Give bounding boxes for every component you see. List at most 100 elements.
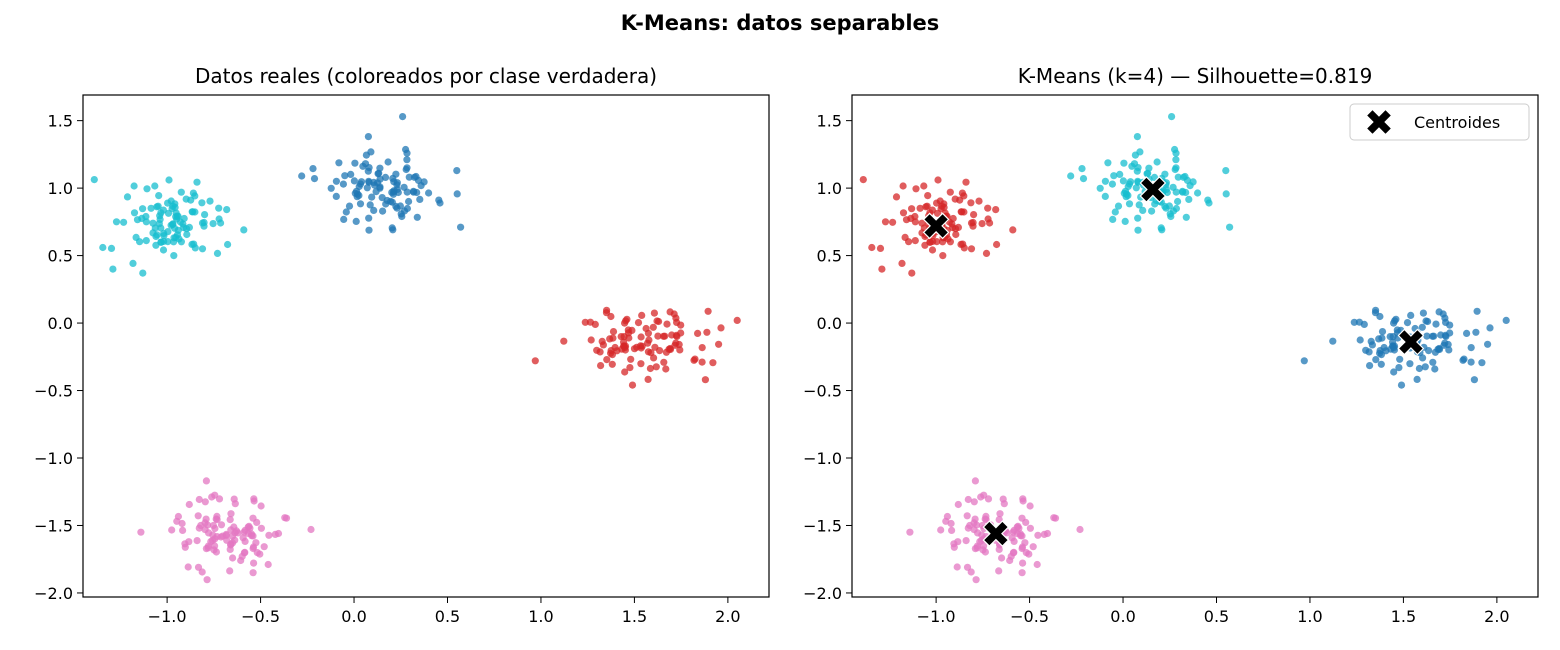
scatter-point-cyan (123, 193, 132, 201)
scatter-point-red (586, 318, 595, 326)
scatter-point-red (607, 349, 615, 357)
legend: Centroides (1349, 103, 1530, 141)
y-tick-label: 0.0 (48, 314, 73, 333)
scatter-point-blue (1419, 309, 1427, 317)
scatter-point-cyan (136, 238, 144, 246)
scatter-point-blue (356, 180, 365, 188)
scatter-point-blue (1486, 324, 1494, 332)
scatter-point-cyan (112, 218, 121, 226)
scatter-point-red (621, 368, 629, 376)
scatter-point-pink (211, 524, 219, 533)
scatter-point-cyan (198, 245, 207, 253)
scatter-point-blue (367, 148, 375, 156)
plot-frame (82, 94, 770, 598)
scatter-point-cyan (1139, 206, 1147, 214)
x-tick-label: 1.5 (622, 607, 647, 626)
y-tick-label: 1.0 (817, 179, 842, 198)
scatter-point-red (698, 344, 706, 352)
scatter-point-blue (1406, 360, 1414, 368)
scatter-point-cyan (164, 228, 172, 236)
scatter-point-pink (174, 512, 182, 521)
scatter-point-cyan (1172, 149, 1180, 157)
scatter-point-blue (298, 172, 306, 180)
scatter-point-red (663, 320, 671, 328)
scatter-point-cyan (1222, 167, 1230, 175)
scatter-point-cyan (130, 209, 139, 217)
scatter-point-red (878, 265, 886, 273)
scatter-point-blue (1421, 363, 1429, 371)
scatter-point-blue (1467, 358, 1475, 366)
scatter-point-blue (1392, 315, 1400, 323)
scatter-point-red (933, 238, 941, 246)
scatter-point-pink (231, 536, 239, 544)
scatter-point-blue (1470, 376, 1478, 384)
scatter-point-pink (178, 519, 186, 528)
scatter-point-blue (376, 175, 384, 183)
scatter-point-cyan (169, 220, 177, 228)
scatter-point-blue (359, 162, 367, 170)
scatter-point-pink (1043, 529, 1052, 538)
panel-title: K-Means (k=4) — Silhouette=0.819 (1018, 64, 1373, 88)
scatter-point-blue (1362, 346, 1370, 354)
scatter-point-blue (1445, 346, 1453, 354)
scatter-point-cyan (147, 204, 155, 212)
x-tick-label: 1.5 (1391, 607, 1416, 626)
scatter-point-cyan (1174, 173, 1182, 181)
scatter-point-blue (1437, 331, 1445, 339)
scatter-point-red (922, 203, 930, 211)
scatter-point-blue (341, 172, 349, 180)
scatter-point-red (908, 269, 916, 277)
scatter-point-cyan (142, 237, 150, 245)
scatter-point-red (928, 246, 937, 254)
scatter-point-pink (231, 500, 239, 508)
scatter-point-cyan (139, 269, 147, 277)
scatter-point-red (654, 332, 662, 340)
scatter-point-cyan (130, 182, 138, 190)
scatter-point-red (677, 321, 685, 329)
scatter-point-pink (1029, 543, 1037, 551)
scatter-point-cyan (223, 206, 231, 214)
scatter-point-pink (982, 512, 990, 521)
y-axis-ticks: −2.0 −1.5 −1.0 −0.5 0.0 0.5 1.0 1.5 (34, 112, 83, 603)
scatter-point-pink (213, 512, 221, 521)
scatter-point-red (969, 222, 977, 230)
scatter-point-blue (413, 213, 421, 221)
scatter-point-red (609, 328, 618, 336)
scatter-point-blue (366, 201, 374, 209)
scatter-point-red (668, 331, 676, 339)
scatter-point-blue (1356, 336, 1364, 344)
scatter-point-pink (995, 545, 1003, 554)
scatter-point-cyan (1179, 188, 1187, 196)
scatter-point-red (918, 219, 926, 227)
scatter-point-blue (310, 175, 319, 183)
scatter-point-cyan (1204, 196, 1212, 204)
y-axis-ticks: −2.0 −1.5 −1.0 −0.5 0.0 0.5 1.0 1.5 (803, 112, 852, 603)
scatter-point-blue (365, 226, 373, 234)
scatter-point-pink (249, 569, 257, 577)
x-axis-ticks: −1.0 −0.5 0.0 0.5 1.0 1.5 2.0 (917, 597, 1510, 626)
scatter-point-cyan (1165, 202, 1173, 210)
scatter-point-pink (998, 554, 1006, 562)
scatter-point-cyan (1108, 180, 1116, 188)
scatter-point-pink (227, 510, 235, 518)
scatter-point-blue (1355, 318, 1363, 326)
scatter-point-red (698, 358, 706, 366)
scatter-point-red (967, 199, 975, 207)
scatter-point-blue (1446, 329, 1454, 337)
scatter-point-blue (435, 196, 443, 204)
scatter-point-blue (1502, 316, 1510, 324)
scatter-point-cyan (215, 204, 223, 212)
scatter-point-cyan (152, 232, 160, 241)
scatter-point-blue (1418, 323, 1426, 331)
scatter-point-blue (327, 184, 335, 192)
scatter-point-blue (1378, 334, 1386, 342)
x-axis-ticks: −1.0 −0.5 0.0 0.5 1.0 1.5 2.0 (148, 597, 741, 626)
scatter-point-cyan (1182, 213, 1190, 221)
x-tick-label: 1.0 (1297, 607, 1322, 626)
scatter-point-pink (963, 512, 971, 520)
scatter-point-pink (274, 529, 283, 538)
scatter-point-blue (309, 165, 317, 173)
scatter-point-blue (363, 184, 371, 192)
x-tick-label: −1.0 (917, 607, 956, 626)
scatter-point-pink (197, 521, 205, 530)
